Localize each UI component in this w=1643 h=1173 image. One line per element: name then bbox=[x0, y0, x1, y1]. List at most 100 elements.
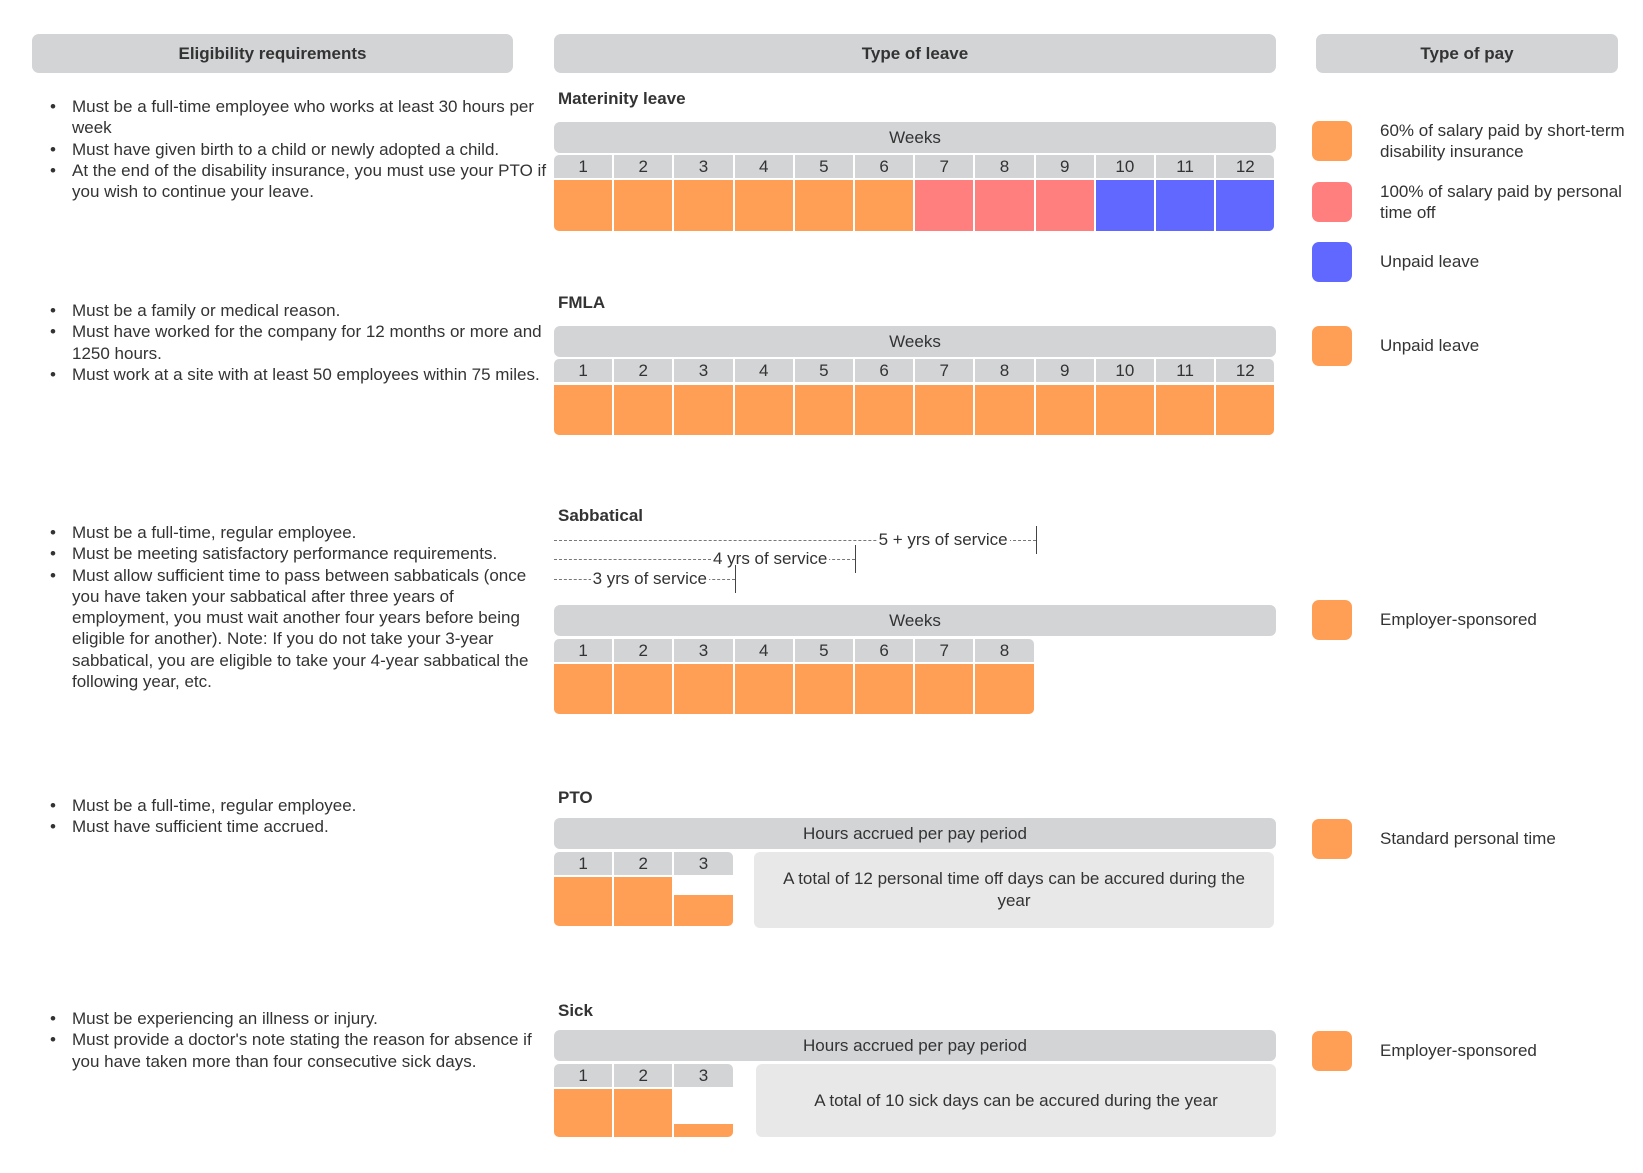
period-bar-cell bbox=[1156, 385, 1215, 435]
period-bar-cell bbox=[614, 385, 673, 435]
period-number-cell: 4 bbox=[734, 155, 793, 178]
period-bar-cell bbox=[794, 180, 853, 231]
eligibility-item: Must be a full-time, regular employee. bbox=[50, 522, 552, 544]
service-level-end-tick bbox=[734, 565, 736, 593]
period-bar-cell bbox=[674, 664, 733, 714]
period-number-cell: 3 bbox=[674, 359, 733, 382]
eligibility-item: Must have sufficient time accrued. bbox=[50, 816, 552, 838]
period-number-cell: 6 bbox=[855, 359, 914, 382]
leave-type-title: FMLA bbox=[558, 293, 606, 312]
period-number-cell: 2 bbox=[614, 155, 673, 178]
eligibility-list: Must be a full-time employee who works a… bbox=[32, 96, 552, 202]
period-bar-cell bbox=[975, 385, 1034, 435]
period-bar-cell bbox=[975, 180, 1034, 231]
period-number-cell: 7 bbox=[915, 359, 974, 382]
eligibility-list: Must be a full-time, regular employee.Mu… bbox=[32, 795, 552, 838]
period-bar-cell bbox=[1095, 385, 1154, 435]
dashed-line bbox=[554, 540, 1036, 541]
period-bar-cell bbox=[554, 664, 613, 714]
period-number-cell: 1 bbox=[554, 359, 613, 382]
eligibility-item: Must work at a site with at least 50 emp… bbox=[50, 364, 552, 386]
leave-type-column-header: Type of leave bbox=[554, 34, 1276, 73]
legend-label: Standard personal time bbox=[1380, 829, 1556, 849]
legend-swatch bbox=[1312, 242, 1352, 282]
legend-label: Unpaid leave bbox=[1380, 336, 1480, 356]
period-bar-cell bbox=[554, 180, 613, 231]
period-number-cell: 7 bbox=[915, 639, 974, 662]
eligibility-list: Must be a full-time, regular employee.Mu… bbox=[32, 522, 552, 692]
legend-swatch bbox=[1312, 1031, 1352, 1071]
service-level-bracket: 3 yrs of service bbox=[554, 565, 736, 593]
period-number-cell: 1 bbox=[554, 639, 613, 662]
legend-label: Unpaid leave bbox=[1380, 252, 1480, 272]
legend-label: 60% of salary paid by short-term disabil… bbox=[1380, 120, 1625, 162]
period-number-cell: 2 bbox=[614, 359, 673, 382]
period-bar-cell bbox=[915, 385, 974, 435]
period-bar-cell bbox=[674, 895, 733, 926]
eligibility-list: Must be experiencing an illness or injur… bbox=[32, 1008, 552, 1072]
period-bar-cell bbox=[1216, 180, 1275, 231]
period-number-cell: 3 bbox=[674, 1064, 733, 1087]
period-number-cell: 5 bbox=[794, 155, 853, 178]
period-number-cell: 10 bbox=[1095, 359, 1154, 382]
leave-type-title: PTO bbox=[558, 788, 593, 807]
service-level-bracket: 4 yrs of service bbox=[554, 545, 856, 573]
bar-header: Weeks bbox=[554, 326, 1276, 357]
period-number-cell: 11 bbox=[1156, 359, 1215, 382]
period-number-cell: 8 bbox=[975, 359, 1034, 382]
period-bar-cell bbox=[674, 385, 733, 435]
eligibility-item: Must be a full-time employee who works a… bbox=[50, 96, 552, 139]
period-bar-cell bbox=[734, 385, 793, 435]
eligibility-item: Must be experiencing an illness or injur… bbox=[50, 1008, 552, 1030]
eligibility-item: Must be a full-time, regular employee. bbox=[50, 795, 552, 817]
leave-type-title: Materinity leave bbox=[558, 89, 686, 108]
accrual-note: A total of 10 sick days can be accured d… bbox=[756, 1064, 1276, 1137]
bar-header: Hours accrued per pay period bbox=[554, 818, 1276, 849]
legend-swatch bbox=[1312, 326, 1352, 366]
period-bar-cell bbox=[1035, 180, 1094, 231]
period-number-cell: 3 bbox=[674, 639, 733, 662]
period-number-cell: 4 bbox=[734, 639, 793, 662]
eligibility-item: Must be meeting satisfactory performance… bbox=[50, 543, 552, 565]
accrual-note: A total of 12 personal time off days can… bbox=[754, 852, 1274, 928]
service-level-label: 3 yrs of service bbox=[590, 569, 709, 589]
legend-swatch bbox=[1312, 819, 1352, 859]
period-bar-cell bbox=[614, 180, 673, 231]
period-bar-cell bbox=[734, 180, 793, 231]
period-number-cell: 2 bbox=[614, 1064, 673, 1087]
period-number-cell: 3 bbox=[674, 852, 733, 875]
eligibility-item: Must allow sufficient time to pass betwe… bbox=[50, 565, 552, 693]
period-bar-cell bbox=[1216, 385, 1275, 435]
period-bar-cell bbox=[1156, 180, 1215, 231]
period-number-cell: 3 bbox=[674, 155, 733, 178]
eligibility-item: Must be a family or medical reason. bbox=[50, 300, 552, 322]
period-bar-cell bbox=[975, 664, 1034, 714]
period-bar-cell bbox=[794, 664, 853, 714]
dashed-line bbox=[554, 559, 855, 560]
eligibility-item: Must have given birth to a child or newl… bbox=[50, 139, 552, 161]
service-level-label: 5 + yrs of service bbox=[876, 530, 1010, 550]
period-number-cell: 9 bbox=[1035, 155, 1094, 178]
period-bar-cell bbox=[614, 664, 673, 714]
eligibility-item: Must provide a doctor's note stating the… bbox=[50, 1029, 552, 1072]
period-number-cell: 4 bbox=[734, 359, 793, 382]
bar-header: Weeks bbox=[554, 122, 1276, 153]
bar-header: Weeks bbox=[554, 605, 1276, 636]
legend-label: 100% of salary paid by personal time off bbox=[1380, 181, 1622, 223]
eligibility-column-header: Eligibility requirements bbox=[32, 34, 513, 73]
service-level-label: 4 yrs of service bbox=[711, 549, 830, 569]
period-bar-cell bbox=[674, 180, 733, 231]
period-number-cell: 6 bbox=[855, 639, 914, 662]
legend-swatch bbox=[1312, 600, 1352, 640]
period-bar-cell bbox=[734, 664, 793, 714]
legend-swatch bbox=[1312, 182, 1352, 222]
period-number-cell: 8 bbox=[975, 639, 1034, 662]
eligibility-item: At the end of the disability insurance, … bbox=[50, 160, 552, 203]
period-bar-cell bbox=[855, 385, 914, 435]
period-bar-cell bbox=[1095, 180, 1154, 231]
period-number-cell: 6 bbox=[855, 155, 914, 178]
service-level-end-tick bbox=[1035, 526, 1037, 554]
period-number-cell: 7 bbox=[915, 155, 974, 178]
period-number-cell: 1 bbox=[554, 1064, 613, 1087]
period-number-cell: 10 bbox=[1095, 155, 1154, 178]
